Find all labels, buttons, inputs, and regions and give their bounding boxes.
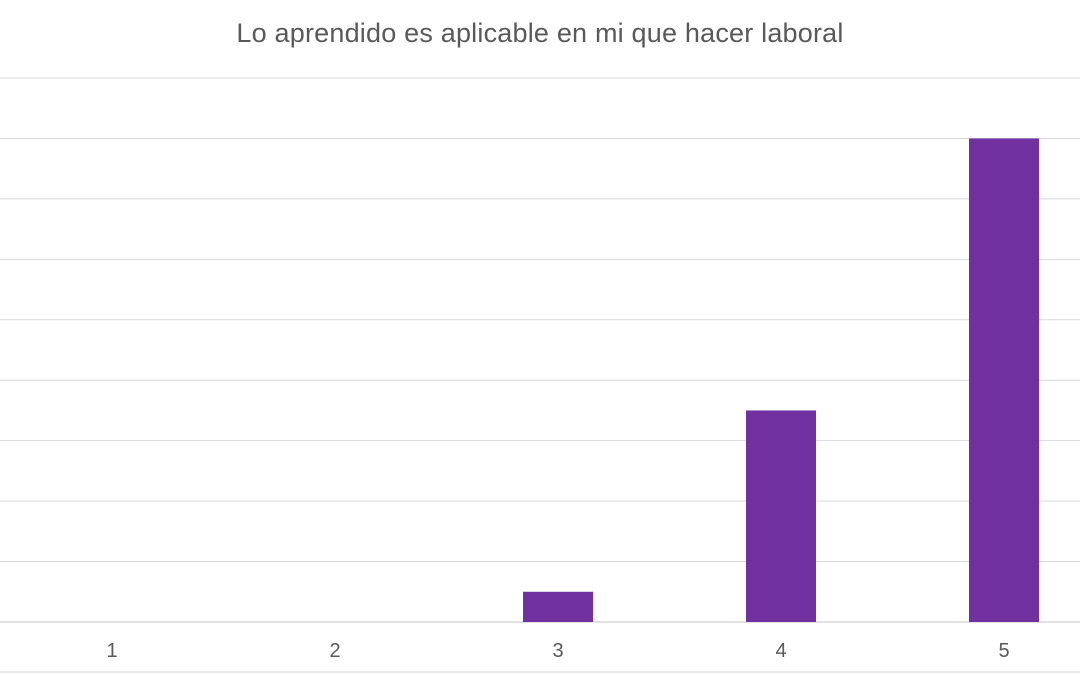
x-tick-labels: 1 2 3 4 5 <box>106 640 1009 662</box>
bar-5 <box>969 138 1039 622</box>
x-tick-label-2: 2 <box>329 640 340 662</box>
bar-3 <box>523 591 593 622</box>
x-tick-label-4: 4 <box>775 640 786 662</box>
bar-4 <box>746 410 816 622</box>
bars <box>523 138 1039 622</box>
x-tick-label-3: 3 <box>552 640 563 662</box>
x-tick-label-1: 1 <box>106 640 117 662</box>
gridlines <box>0 77 1080 673</box>
chart-title: Lo aprendido es aplicable en mi que hace… <box>236 18 844 48</box>
x-tick-label-5: 5 <box>998 640 1009 662</box>
